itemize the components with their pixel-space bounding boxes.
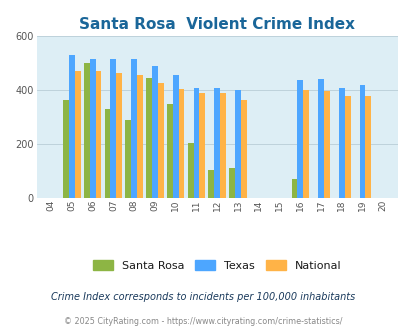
Bar: [131, 59, 137, 198]
Bar: [173, 75, 178, 198]
Bar: [220, 93, 225, 198]
Bar: [75, 71, 80, 198]
Bar: [137, 75, 143, 198]
Bar: [234, 90, 240, 198]
Bar: [229, 168, 234, 198]
Bar: [166, 104, 173, 198]
Bar: [84, 63, 90, 198]
Bar: [187, 143, 193, 198]
Bar: [303, 90, 308, 198]
Bar: [178, 89, 184, 198]
Bar: [296, 80, 303, 198]
Title: Santa Rosa  Violent Crime Index: Santa Rosa Violent Crime Index: [79, 17, 354, 32]
Bar: [146, 78, 151, 198]
Bar: [125, 120, 131, 198]
Bar: [344, 96, 350, 198]
Legend: Santa Rosa, Texas, National: Santa Rosa, Texas, National: [88, 255, 345, 275]
Bar: [291, 179, 296, 198]
Bar: [318, 80, 323, 198]
Bar: [240, 100, 246, 198]
Bar: [208, 170, 214, 198]
Bar: [116, 73, 122, 198]
Bar: [323, 91, 329, 198]
Bar: [69, 55, 75, 198]
Bar: [338, 87, 344, 198]
Bar: [214, 87, 220, 198]
Bar: [359, 85, 364, 198]
Bar: [110, 59, 116, 198]
Bar: [104, 109, 110, 198]
Bar: [193, 87, 199, 198]
Bar: [158, 82, 163, 198]
Bar: [199, 93, 205, 198]
Bar: [364, 96, 371, 198]
Text: © 2025 CityRating.com - https://www.cityrating.com/crime-statistics/: © 2025 CityRating.com - https://www.city…: [64, 316, 341, 326]
Bar: [95, 71, 101, 198]
Bar: [63, 100, 69, 198]
Text: Crime Index corresponds to incidents per 100,000 inhabitants: Crime Index corresponds to incidents per…: [51, 292, 354, 302]
Bar: [151, 66, 158, 198]
Bar: [90, 59, 95, 198]
